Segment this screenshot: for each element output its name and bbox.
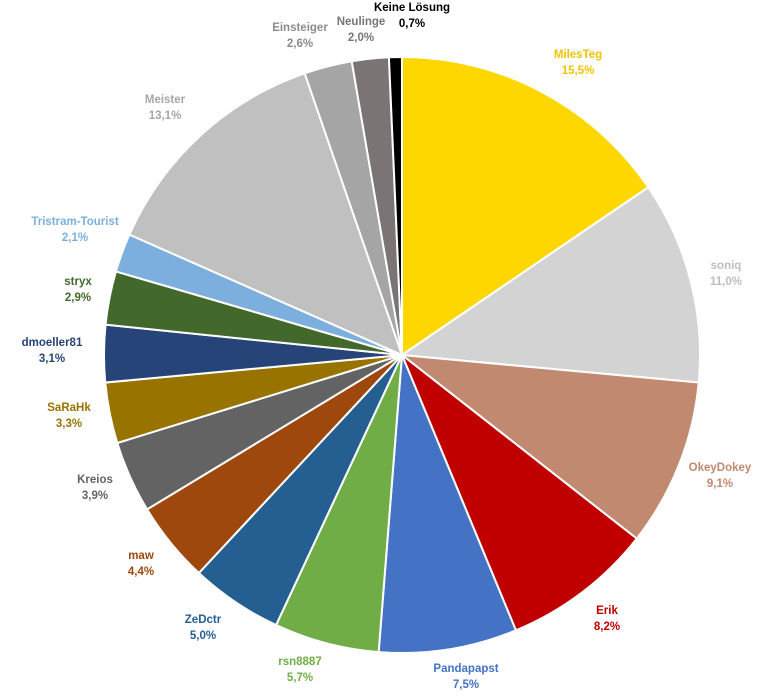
- slice-value-label: 3,9%: [82, 490, 108, 502]
- slice-label: Tristram-Tourist: [31, 216, 118, 228]
- slice-value-label: 2,9%: [65, 292, 91, 304]
- slice-label: rsn8887: [278, 656, 321, 668]
- slice-value-label: 2,0%: [348, 32, 374, 44]
- pie-slice-meister: [128, 72, 404, 357]
- slice-value-label: 8,2%: [594, 621, 620, 633]
- slice-label: soniq: [711, 260, 742, 272]
- slice-value-label: 7,5%: [453, 679, 479, 691]
- slice-value-label: 5,0%: [190, 630, 216, 642]
- slice-value-label: 11,0%: [710, 276, 742, 288]
- pie-slice-pandapapst: [377, 354, 518, 654]
- slice-value-label: 3,3%: [56, 418, 82, 430]
- slice-label: dmoeller81: [22, 337, 83, 349]
- slice-value-label: 2,6%: [287, 38, 313, 50]
- slice-value-label: 0,7%: [399, 18, 425, 30]
- slice-value-label: 4,4%: [128, 566, 154, 578]
- slice-value-label: 2,1%: [62, 232, 88, 244]
- slice-label: MilesTeg: [554, 49, 602, 61]
- pie-slice-keine-l-sung: [387, 55, 403, 356]
- slice-label: Neulinge: [337, 16, 386, 28]
- slice-value-label: 13,1%: [149, 110, 182, 122]
- slice-label: OkeyDokey: [689, 462, 752, 474]
- slice-label: Meister: [145, 94, 186, 106]
- slice-value-label: 5,7%: [287, 672, 313, 684]
- slice-label: Erik: [596, 605, 618, 617]
- slice-label: ZeDctr: [185, 614, 222, 626]
- slice-label: Keine Lösung: [374, 2, 450, 14]
- slice-value-label: 3,1%: [39, 353, 65, 365]
- slice-label: stryx: [64, 276, 92, 288]
- pie-labels: MilesTeg 15,5% soniq 11,0% OkeyDokey 9,1% Erik…: [22, 2, 752, 691]
- pie-slice-milesteg: [401, 55, 650, 357]
- pie-slice-okeydokey: [398, 353, 700, 541]
- slice-label: Kreios: [77, 474, 113, 486]
- slice-value-label: 9,1%: [707, 478, 733, 490]
- slice-label: SaRaHk: [47, 402, 91, 414]
- slice-label: maw: [128, 550, 154, 562]
- slice-value-label: 15,5%: [562, 65, 595, 77]
- pie-slice-soniq: [399, 185, 701, 384]
- pie-slices: [103, 55, 701, 654]
- slice-label: Einsteiger: [272, 22, 328, 34]
- slice-label: Pandapapst: [433, 663, 498, 675]
- pie-slice-erik: [399, 351, 639, 632]
